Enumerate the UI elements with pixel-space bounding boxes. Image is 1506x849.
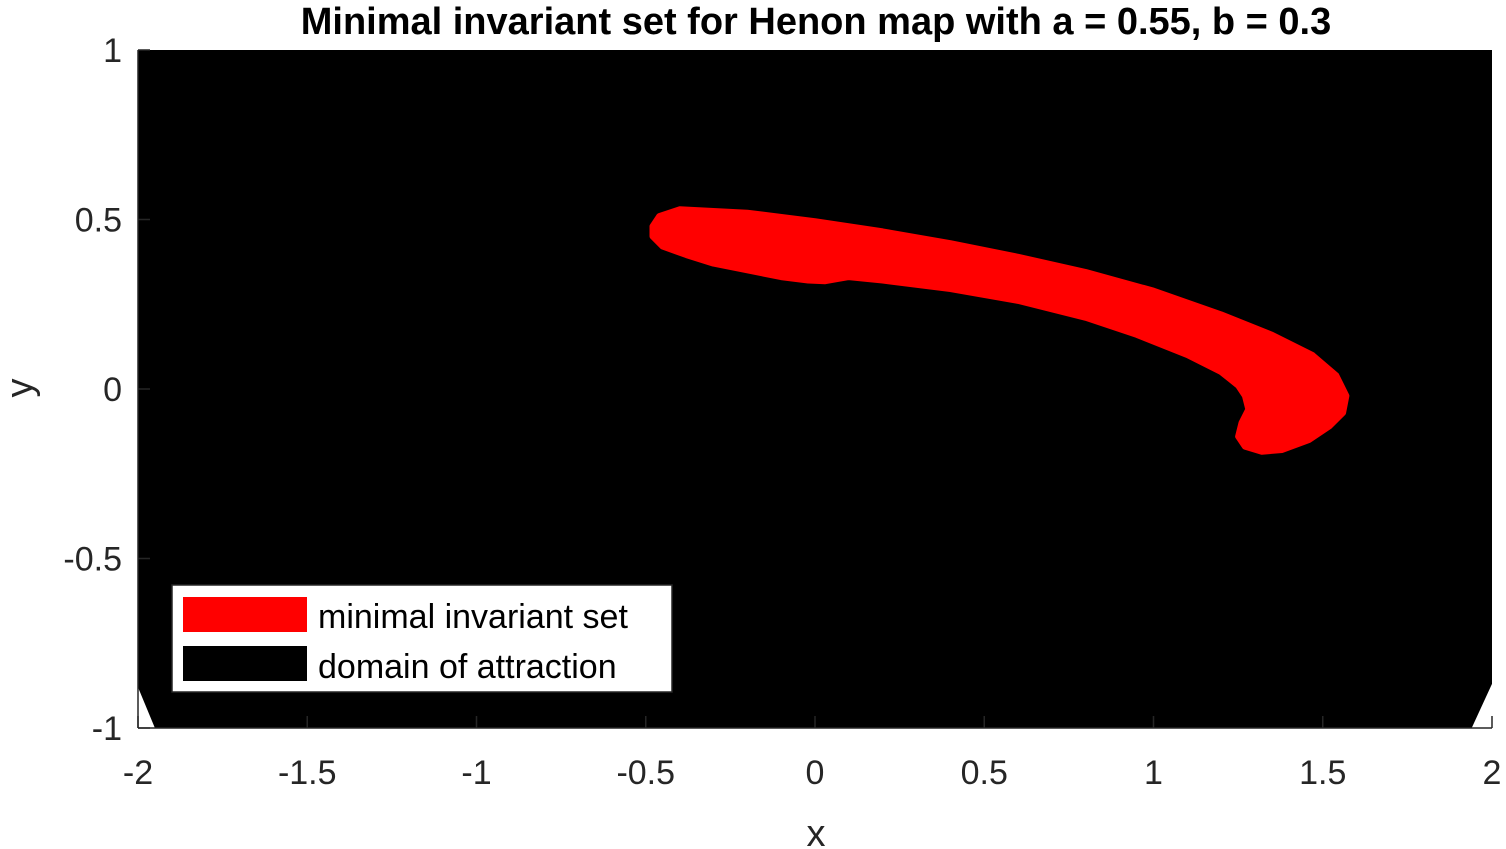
y-tick-label: 1 <box>103 32 122 70</box>
x-tick-label: -0.5 <box>616 754 675 792</box>
legend-label-minimal-invariant-set: minimal invariant set <box>318 598 628 636</box>
y-axis-label: y <box>0 379 41 398</box>
x-tick-label: 0.5 <box>961 754 1008 792</box>
x-tick-label: 0 <box>806 754 825 792</box>
legend-swatch-domain-of-attraction <box>183 646 307 681</box>
y-tick-labels: -1 -0.5 0 0.5 1 <box>63 32 122 748</box>
y-tick-label: 0 <box>103 371 122 409</box>
x-tick-label: 1.5 <box>1299 754 1346 792</box>
x-tick-label: -1.5 <box>278 754 337 792</box>
x-tick-labels: -2 -1.5 -1 -0.5 0 0.5 1 1.5 2 <box>123 754 1502 792</box>
x-tick-label: 1 <box>1144 754 1163 792</box>
x-tick-label: -1 <box>461 754 491 792</box>
chart-title: Minimal invariant set for Henon map with… <box>301 1 1332 43</box>
x-tick-label: 2 <box>1483 754 1502 792</box>
y-tick-label: -0.5 <box>63 541 122 579</box>
series-layer <box>138 50 1492 728</box>
y-tick-label: -1 <box>92 710 122 748</box>
legend-swatch-minimal-invariant-set <box>183 597 307 632</box>
y-tick-label: 0.5 <box>75 202 122 240</box>
axes <box>137 49 1493 729</box>
x-axis-label: x <box>807 813 826 849</box>
legend-label-domain-of-attraction: domain of attraction <box>318 648 617 686</box>
series-domain-of-attraction <box>138 50 1492 728</box>
legend: minimal invariant set domain of attracti… <box>171 584 673 693</box>
x-tick-label: -2 <box>123 754 153 792</box>
series-minimal-invariant-set <box>649 206 1350 455</box>
